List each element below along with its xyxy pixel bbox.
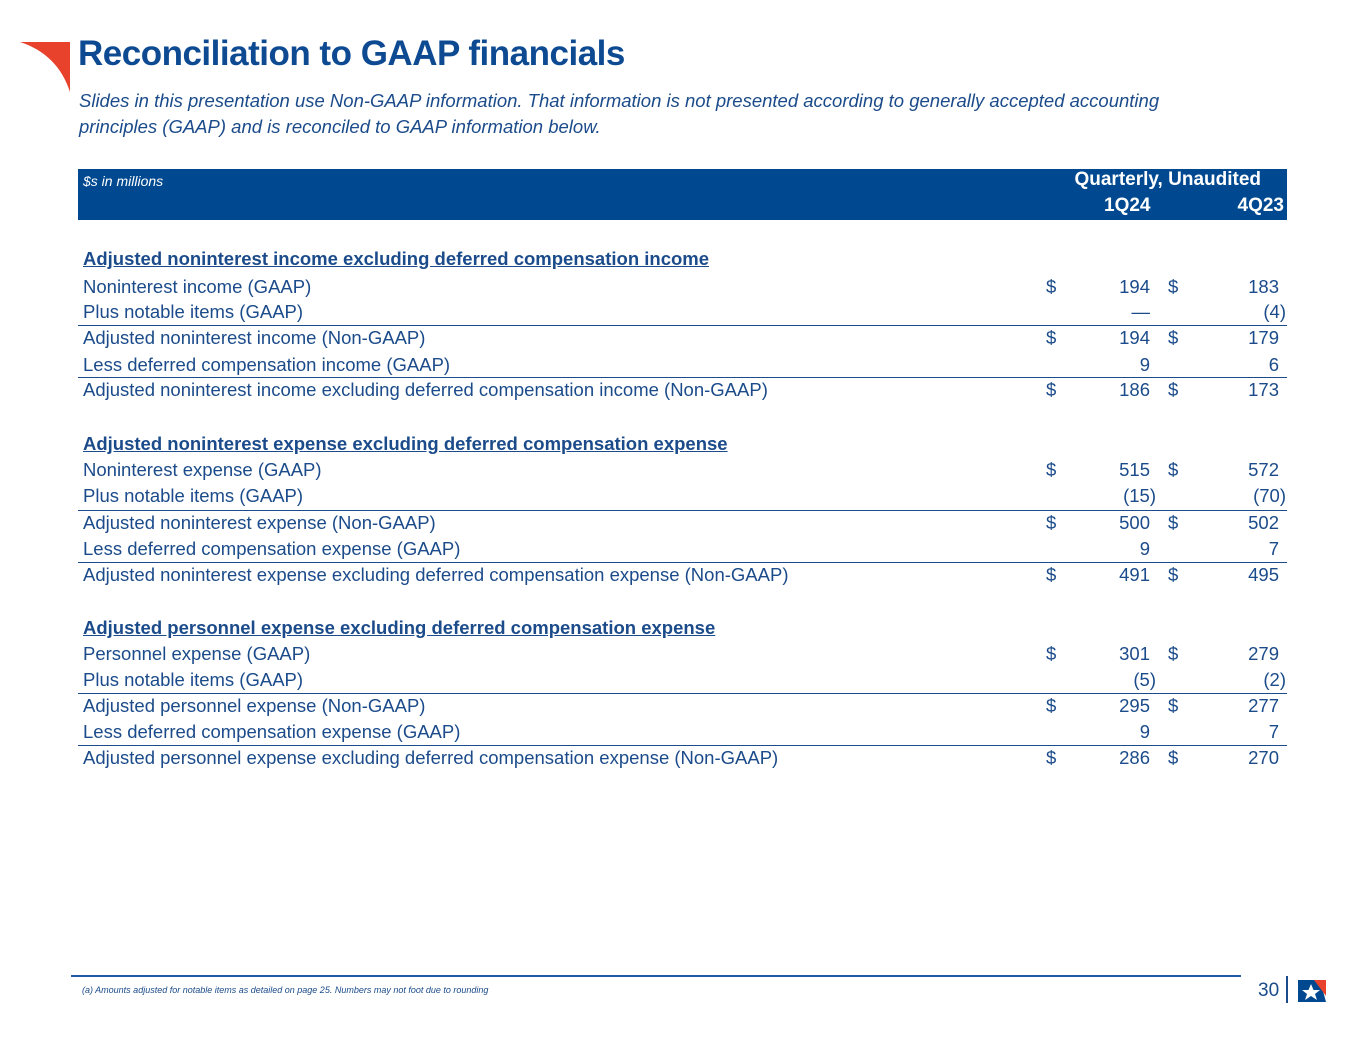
currency-symbol: $: [1046, 564, 1057, 585]
value-1q24: 194: [1119, 276, 1150, 297]
table-header: $s in millions Quarterly, Unaudited 1Q24…: [78, 169, 1287, 220]
row-label: Adjusted personnel expense (Non-GAAP): [83, 695, 426, 716]
page-number: 30: [1258, 980, 1280, 1001]
table-row: Adjusted personnel expense excluding def…: [78, 745, 1287, 770]
footnote: (a) Amounts adjusted for notable items a…: [82, 985, 489, 995]
value-1q24: —: [1131, 301, 1151, 322]
footer-divider: [71, 975, 1241, 977]
value-4q23: 270: [1248, 747, 1279, 768]
table-row: Plus notable items (GAAP) (5) (2): [78, 668, 1287, 692]
currency-symbol: $: [1046, 747, 1057, 768]
subtitle: Slides in this presentation use Non-GAAP…: [79, 90, 1160, 137]
value-1q24: 194: [1119, 327, 1150, 348]
value-1q24: 301: [1119, 643, 1150, 664]
currency-symbol: $: [1168, 327, 1179, 348]
table-row: Adjusted personnel expense (Non-GAAP) $29…: [78, 693, 1287, 718]
value-4q23: 183: [1248, 276, 1279, 297]
company-logo-icon: [1298, 980, 1326, 1002]
row-label: Adjusted personnel expense excluding def…: [83, 617, 716, 638]
value-4q23: (70): [1253, 485, 1286, 506]
value-4q23: 7: [1268, 721, 1279, 742]
row-label: Adjusted noninterest expense (Non-GAAP): [83, 512, 436, 533]
value-4q23: (2): [1263, 669, 1286, 690]
currency-symbol: $: [1168, 276, 1179, 297]
currency-symbol: $: [1168, 747, 1179, 768]
value-1q24: 186: [1119, 379, 1150, 400]
currency-symbol: $: [1046, 695, 1057, 716]
table-row: Noninterest expense (GAAP) $515 $572: [78, 458, 1287, 482]
row-label: Less deferred compensation expense (GAAP…: [83, 721, 461, 742]
currency-symbol: $: [1168, 564, 1179, 585]
section-header: Adjusted noninterest income excluding de…: [78, 247, 1287, 271]
row-label: Less deferred compensation expense (GAAP…: [83, 538, 461, 559]
brand-accent-icon: [20, 42, 70, 92]
section-header: Adjusted personnel expense excluding def…: [78, 616, 1287, 640]
row-label: Plus notable items (GAAP): [83, 669, 304, 690]
row-label: Plus notable items (GAAP): [83, 485, 304, 506]
currency-symbol: $: [1046, 459, 1057, 480]
units-label: $s in millions: [83, 173, 164, 189]
currency-symbol: $: [1168, 643, 1179, 664]
section-header: Adjusted noninterest expense excluding d…: [78, 432, 1287, 456]
table-row: Noninterest income (GAAP) $194 $183: [78, 275, 1287, 299]
table-row: Plus notable items (GAAP) — (4): [78, 300, 1287, 324]
row-label: Adjusted noninterest income (Non-GAAP): [83, 327, 426, 348]
value-1q24: 491: [1119, 564, 1150, 585]
value-4q23: 572: [1248, 459, 1279, 480]
value-1q24: 515: [1119, 459, 1150, 480]
value-4q23: 279: [1248, 643, 1279, 664]
currency-symbol: $: [1046, 512, 1057, 533]
currency-symbol: $: [1046, 327, 1057, 348]
row-label: Adjusted personnel expense excluding def…: [83, 747, 779, 768]
row-label: Adjusted noninterest income excluding de…: [83, 248, 710, 269]
table-row: Adjusted noninterest income (Non-GAAP) $1…: [78, 325, 1287, 350]
value-1q24: 9: [1139, 538, 1150, 559]
page-title: Reconciliation to GAAP financials: [78, 34, 625, 73]
row-label: Noninterest expense (GAAP): [83, 459, 322, 480]
value-4q23: 179: [1248, 327, 1279, 348]
currency-symbol: $: [1168, 512, 1179, 533]
table-row: Personnel expense (GAAP) $301 $279: [78, 642, 1287, 666]
group-header: Quarterly, Unaudited: [1074, 169, 1261, 190]
row-label: Less deferred compensation income (GAAP): [83, 354, 451, 375]
row-label: Noninterest income (GAAP): [83, 276, 312, 297]
table-row: Less deferred compensation expense (GAAP…: [78, 720, 1287, 744]
column-header-4q23: 4Q23: [1237, 195, 1284, 216]
currency-symbol: $: [1046, 643, 1057, 664]
value-1q24: 9: [1139, 721, 1150, 742]
value-4q23: 277: [1248, 695, 1279, 716]
table-row: Adjusted noninterest expense excluding d…: [78, 562, 1287, 587]
table-row: Adjusted noninterest expense (Non-GAAP) $…: [78, 510, 1287, 535]
table-row: Less deferred compensation expense (GAAP…: [78, 537, 1287, 561]
value-4q23: 7: [1268, 538, 1279, 559]
value-4q23: 173: [1248, 379, 1279, 400]
value-4q23: (4): [1263, 301, 1286, 322]
value-1q24: (5): [1133, 669, 1156, 690]
row-label: Adjusted noninterest income excluding de…: [83, 379, 768, 400]
value-1q24: 500: [1119, 512, 1150, 533]
currency-symbol: $: [1046, 276, 1057, 297]
row-label: Adjusted noninterest expense excluding d…: [83, 564, 789, 585]
value-4q23: 495: [1248, 564, 1279, 585]
currency-symbol: $: [1168, 379, 1179, 400]
table-row: Less deferred compensation income (GAAP)…: [78, 353, 1287, 377]
column-header-1q24: 1Q24: [1104, 195, 1151, 216]
page-divider: [1286, 976, 1288, 1003]
table-row: Plus notable items (GAAP) (15) (70): [78, 484, 1287, 508]
value-1q24: (15): [1123, 485, 1156, 506]
currency-symbol: $: [1046, 379, 1057, 400]
value-1q24: 286: [1119, 747, 1150, 768]
currency-symbol: $: [1168, 459, 1179, 480]
value-4q23: 6: [1268, 354, 1279, 375]
value-1q24: 9: [1139, 354, 1150, 375]
row-label: Personnel expense (GAAP): [83, 643, 311, 664]
value-4q23: 502: [1248, 512, 1279, 533]
row-label: Adjusted noninterest expense excluding d…: [83, 433, 728, 454]
table-row: Adjusted noninterest income excluding de…: [78, 377, 1287, 402]
row-label: Plus notable items (GAAP): [83, 301, 304, 322]
currency-symbol: $: [1168, 695, 1179, 716]
value-1q24: 295: [1119, 695, 1150, 716]
